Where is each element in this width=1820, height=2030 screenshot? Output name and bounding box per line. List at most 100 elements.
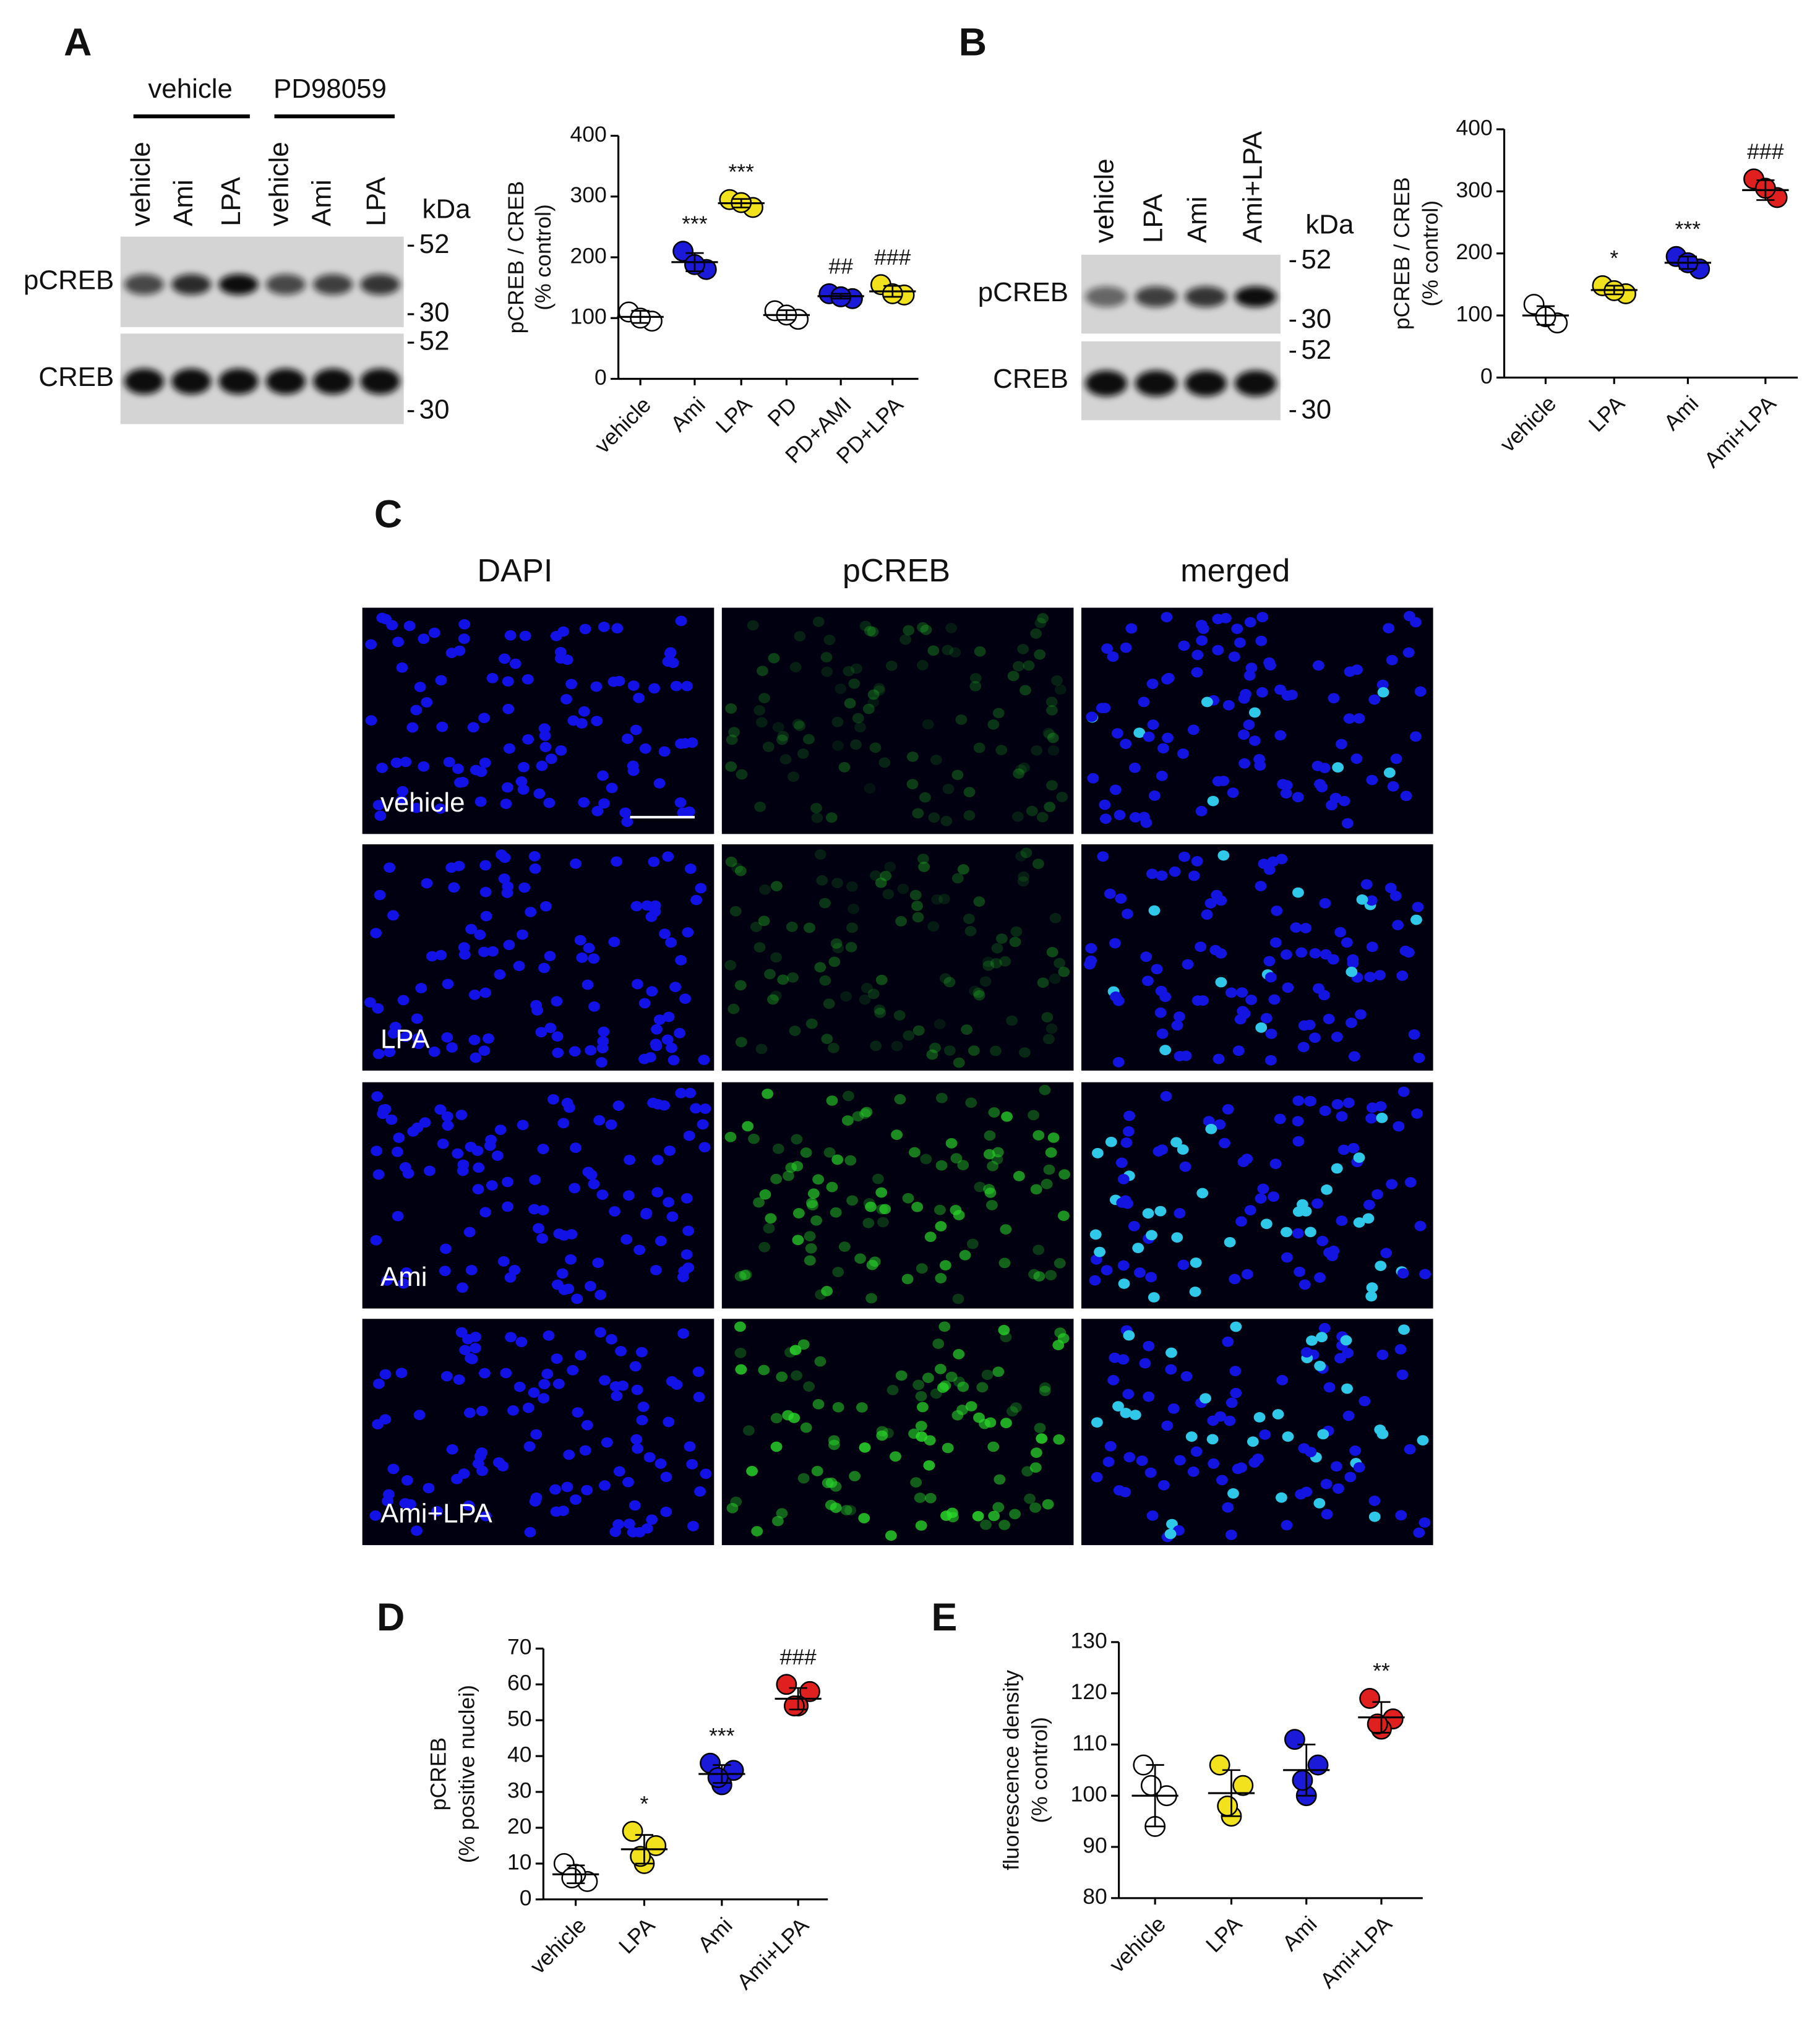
nucleus	[1222, 1336, 1234, 1347]
marker-label: 52	[419, 229, 450, 259]
lane-label: LPA	[216, 176, 246, 226]
significance-label: **	[1373, 1659, 1390, 1684]
nucleus	[728, 1003, 740, 1014]
nucleus	[807, 1188, 820, 1199]
nucleus	[1264, 1055, 1277, 1066]
nucleus	[1140, 817, 1153, 828]
nucleus	[1402, 947, 1415, 958]
nucleus	[1329, 792, 1342, 803]
nucleus	[647, 1097, 659, 1108]
nucleus	[1396, 1369, 1409, 1380]
nucleus	[669, 982, 682, 992]
x-tick-label: Ami	[1277, 1911, 1322, 1956]
nucleus	[762, 742, 775, 752]
nucleus	[1305, 1227, 1316, 1238]
significance-label: ###	[874, 245, 911, 270]
nucleus	[681, 680, 693, 692]
nucleus	[565, 1254, 577, 1265]
nucleus	[772, 1143, 784, 1154]
nucleus	[899, 634, 912, 645]
nucleus	[1316, 1332, 1328, 1343]
nucleus	[663, 1011, 675, 1022]
nucleus	[372, 1419, 384, 1430]
nucleus	[567, 1364, 579, 1376]
nucleus	[682, 927, 694, 938]
micrograph-background	[1081, 607, 1433, 834]
nucleus	[544, 1022, 557, 1034]
nucleus	[810, 1215, 822, 1226]
nucleus	[794, 631, 806, 641]
nucleus	[1410, 914, 1422, 925]
nucleus	[1216, 1475, 1228, 1486]
nucleus	[1041, 1178, 1053, 1189]
nucleus	[987, 1160, 999, 1171]
nucleus	[726, 734, 738, 745]
nucleus	[465, 923, 478, 935]
nucleus	[1120, 1137, 1133, 1148]
nucleus	[1353, 1217, 1365, 1228]
nucleus	[927, 645, 940, 656]
nucleus	[1208, 1458, 1220, 1469]
y-axis-label: (% control)	[531, 204, 556, 310]
nucleus	[536, 1233, 549, 1244]
nucleus	[502, 676, 514, 687]
nucleus	[1099, 799, 1111, 810]
nucleus	[1165, 1347, 1177, 1358]
nucleus	[1230, 1321, 1242, 1332]
nucleus	[912, 912, 924, 923]
nucleus	[1123, 1330, 1135, 1341]
nucleus	[930, 1388, 942, 1399]
nucleus	[982, 956, 994, 967]
nucleus	[777, 974, 789, 985]
nucleus	[653, 778, 666, 789]
nucleus	[458, 1468, 470, 1479]
nucleus	[1297, 1042, 1310, 1053]
nucleus	[1410, 731, 1422, 742]
nucleus	[1390, 753, 1402, 764]
nucleus	[875, 1187, 888, 1198]
nucleus	[979, 1418, 991, 1429]
nucleus	[1195, 941, 1207, 953]
nucleus	[1230, 1387, 1242, 1398]
nucleus	[1136, 1455, 1148, 1467]
micrograph	[721, 844, 1074, 1071]
nucleus	[624, 1518, 635, 1529]
nucleus	[633, 693, 645, 703]
nucleus	[372, 1169, 385, 1180]
nucleus	[1191, 856, 1203, 867]
nucleus	[788, 771, 799, 782]
nucleus	[811, 1466, 823, 1476]
nucleus	[1104, 888, 1116, 899]
nucleus	[419, 1117, 431, 1128]
nucleus	[683, 1130, 695, 1141]
nucleus	[1264, 660, 1276, 671]
nucleus	[1215, 948, 1227, 959]
nucleus	[1343, 713, 1355, 724]
nucleus	[1281, 1252, 1293, 1263]
nucleus	[698, 1055, 710, 1065]
lane-label: Ami	[307, 179, 337, 226]
nucleus	[631, 1384, 643, 1395]
nucleus	[1007, 670, 1019, 682]
nucleus	[494, 969, 506, 980]
nucleus	[812, 616, 825, 627]
nucleus	[764, 969, 776, 980]
nucleus	[1047, 732, 1059, 743]
nucleus	[828, 1435, 840, 1446]
nucleus	[1238, 693, 1250, 704]
nucleus	[1207, 795, 1219, 807]
nucleus	[811, 812, 823, 823]
nucleus	[392, 1210, 404, 1222]
nucleus	[1319, 898, 1331, 909]
significance-label: ###	[780, 1645, 817, 1669]
image-label: vehicle	[380, 787, 465, 818]
nucleus	[374, 810, 387, 821]
nucleus	[1346, 966, 1358, 977]
nucleus	[797, 1339, 810, 1350]
nucleus	[1099, 813, 1112, 824]
nucleus	[1122, 1198, 1133, 1209]
nucleus	[374, 889, 386, 901]
nucleus	[674, 1027, 686, 1039]
nucleus	[973, 742, 985, 753]
nucleus	[1109, 1352, 1121, 1363]
